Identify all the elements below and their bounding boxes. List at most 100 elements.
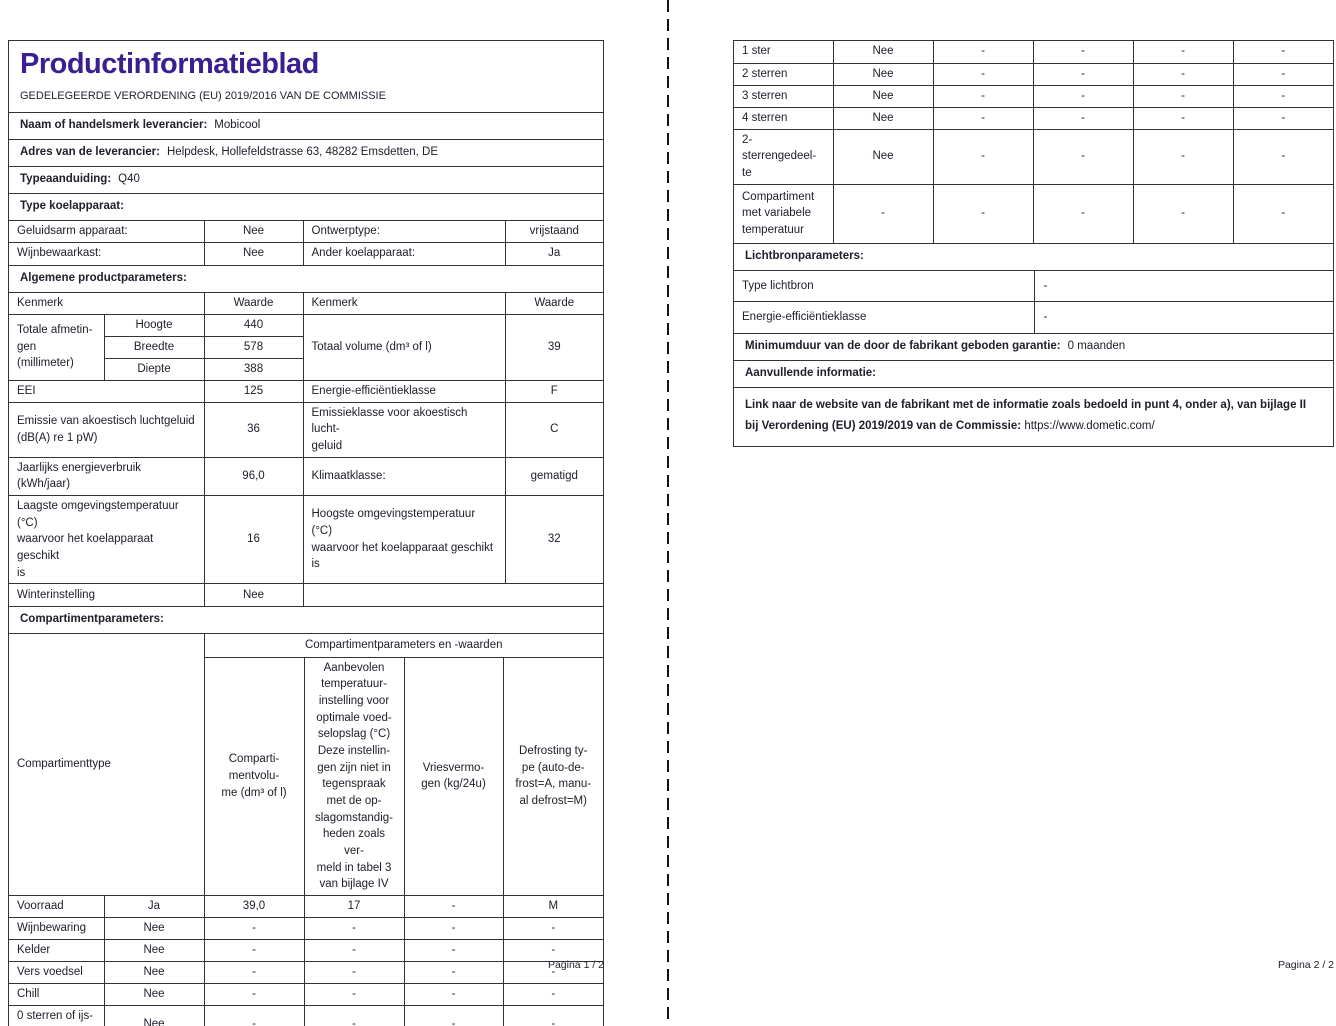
cell-volume: - [203, 983, 304, 1006]
cell-defrost: - [1232, 84, 1333, 107]
cell-freeze: - [403, 939, 503, 962]
compartment-row: 4 sterren Nee - - - - [734, 106, 1333, 129]
compartment-row: Compartiment met variabele temperatuur -… [734, 183, 1333, 244]
cell-light-type-label: Type lichtbron [742, 279, 814, 292]
cell-present: Nee [832, 41, 933, 63]
cell-present: Nee [832, 106, 933, 129]
cell-freeze: - [1132, 106, 1233, 129]
cell-eei-label: EEI [9, 379, 204, 402]
cell-volume: - [203, 917, 304, 940]
table-row: Breedte 578 [9, 335, 603, 358]
col-header-compartment-volume: Comparti- mentvolu- me (dm³ of l) [203, 656, 304, 896]
cell-freeze: - [403, 1005, 503, 1026]
cell-width-label: Breedte [103, 335, 204, 358]
cell-noise-label: Emissie van akoestisch luchtgeluid (dB(A… [9, 401, 204, 458]
cell-min-temp-value: 16 [203, 494, 303, 584]
light-source-table: Type lichtbron - Energie-efficiëntieklas… [734, 270, 1333, 333]
cell-freeze: - [1132, 84, 1233, 107]
warranty-value: 0 maanden [1067, 339, 1126, 352]
table-header-row: Comparti- mentvolu- me (dm³ of l) Aanbev… [9, 656, 603, 896]
col-header-waarde: Waarde [203, 292, 303, 314]
cell-other-label: Ander koelapparaat: [302, 242, 505, 265]
page-2-footer: Pagina 2 / 2 [1277, 959, 1334, 971]
cell-temp: 17 [303, 895, 404, 918]
table-header-row: Compartimenttype Compartimentparameters … [9, 633, 603, 770]
cell-energy-class-value: F [504, 379, 603, 402]
cell-freeze: - [403, 983, 503, 1006]
cell-annual-energy-label: Jaarlijks energieverbruik (kWh/jaar) [9, 456, 204, 496]
cell-compartment-type: 2 sterren [734, 62, 833, 85]
cell-temp: - [1032, 41, 1133, 63]
light-source-section-header: Lichtbronparameters: [734, 243, 1333, 270]
cell-freeze: - [1132, 62, 1233, 85]
cell-present: Nee [832, 128, 933, 185]
cell-compartment-type: Kelder [9, 939, 104, 962]
col-header-kenmerk-2: Kenmerk [302, 292, 505, 314]
cell-present: Nee [103, 917, 204, 940]
cell-volume: - [932, 183, 1033, 244]
cell-present: - [832, 183, 933, 244]
cell-defrost: - [1232, 106, 1333, 129]
cell-compartment-type: Compartiment met variabele temperatuur [734, 183, 833, 244]
page-1-footer: Pagina 1 / 2 [547, 959, 604, 971]
cell-freeze: - [403, 961, 503, 984]
cell-depth-label: Diepte [103, 357, 204, 380]
manufacturer-link-label: Link naar de website van de fabrikant me… [745, 398, 1307, 432]
model-identifier-row: Typeaanduiding: Q40 [9, 166, 603, 193]
cell-compartment-type: Vers voedsel [9, 961, 104, 984]
compartment-row: 2-sterrengedeel- te Nee - - - - [734, 128, 1333, 185]
cell-defrost: - [502, 983, 603, 1006]
cell-compartment-type: 0 sterren of ijs- maker [9, 1005, 104, 1026]
cell-present: Nee [832, 62, 933, 85]
manufacturer-link-row: Link naar de website van de fabrikant me… [734, 386, 1333, 447]
cell-design-value: vrijstaand [504, 220, 603, 243]
manufacturer-website-link[interactable]: https://www.dometic.com/ [1024, 419, 1155, 432]
cell-light-class-label: Energie-efficiëntieklasse [734, 301, 1034, 333]
cell-eei-value: 125 [203, 379, 303, 402]
cell-defrost: M [502, 895, 603, 918]
cell-temp: - [1032, 106, 1133, 129]
warranty-row: Minimumduur van de door de fabrikant geb… [734, 332, 1333, 360]
compartment-row: Vers voedsel Nee - - - - [9, 961, 603, 984]
compartment-row: 0 sterren of ijs- maker Nee - - - - [9, 1005, 603, 1026]
model-identifier-value: Q40 [118, 173, 140, 185]
cell-volume: - [203, 961, 304, 984]
cell-width-value: 578 [203, 335, 303, 358]
cell-volume: 39,0 [203, 895, 304, 918]
cell-noise-class-value: C [504, 401, 603, 458]
general-parameters-table: Kenmerk Waarde Kenmerk Waarde Totale afm… [9, 291, 603, 606]
cell-compartment-type: 3 sterren [734, 84, 833, 107]
cell-compartment-type: 1 ster [742, 45, 771, 58]
cell-climate-class-label: Klimaatklasse: [302, 456, 505, 496]
cell-max-temp-label: Hoogste omgevingstemperatuur (°C) waarvo… [302, 494, 505, 584]
table-header-row: Kenmerk Waarde Kenmerk Waarde [9, 292, 603, 314]
col-header-kenmerk: Kenmerk [17, 296, 64, 309]
compartment-parameters-section-header: Compartimentparameters: [9, 605, 603, 633]
cell-freeze: - [1132, 41, 1233, 63]
compartment-row: Wijnbewaring Nee - - - - [9, 917, 603, 940]
star-compartments-table: 1 ster Nee - - - - 2 sterren Nee - - - -… [734, 41, 1333, 244]
cell-defrost: - [502, 917, 603, 940]
cell-defrost: - [1232, 41, 1333, 63]
supplier-name-value: Mobicool [214, 119, 261, 131]
table-row: Laagste omgevingstemperatuur (°C) waarvo… [9, 494, 603, 584]
cell-temp: - [1032, 62, 1133, 85]
cell-compartment-type: Chill [9, 983, 104, 1006]
cell-energy-class-label: Energie-efficiëntieklasse [302, 379, 505, 402]
supplier-address-label: Adres van de leverancier: [20, 146, 160, 158]
general-parameters-section-header: Algemene productparameters: [9, 264, 603, 292]
cell-other-value: Ja [504, 242, 603, 265]
cell-noise-value: 36 [203, 401, 303, 458]
cell-light-type-value: - [1033, 270, 1333, 302]
regulation-subtitle: GEDELEGEERDE VERORDENING (EU) 2019/2016 … [20, 90, 386, 102]
additional-info-section-header: Aanvullende informatie: [734, 359, 1333, 387]
cell-volume: - [932, 41, 1033, 63]
cell-volume: - [932, 128, 1033, 185]
cell-min-temp-label: Laagste omgevingstemperatuur (°C) waarvo… [9, 494, 204, 584]
cell-annual-energy-value: 96,0 [203, 456, 303, 496]
group-header-compartment-parameters: Compartimentparameters en -waarden [203, 633, 603, 658]
cell-compartment-type: Voorraad [9, 895, 104, 918]
table-row: Type lichtbron - [734, 270, 1333, 302]
cell-climate-class-value: gematigd [504, 456, 603, 496]
table-row: Geluidsarm apparaat: Nee Ontwerptype: vr… [9, 220, 603, 243]
